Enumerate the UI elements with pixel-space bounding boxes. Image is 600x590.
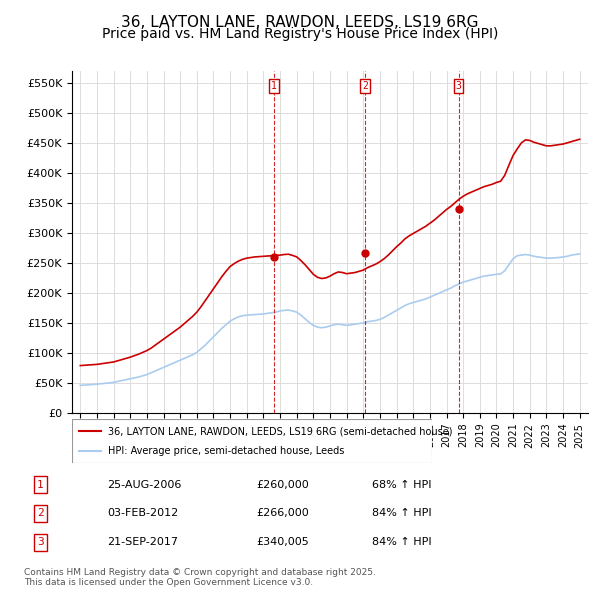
Text: 25-AUG-2006: 25-AUG-2006 [107,480,181,490]
Text: 68% ↑ HPI: 68% ↑ HPI [372,480,431,490]
Text: Price paid vs. HM Land Registry's House Price Index (HPI): Price paid vs. HM Land Registry's House … [102,27,498,41]
Text: Contains HM Land Registry data © Crown copyright and database right 2025.
This d: Contains HM Land Registry data © Crown c… [24,568,376,587]
Text: 1: 1 [271,81,277,91]
Text: 36, LAYTON LANE, RAWDON, LEEDS, LS19 6RG (semi-detached house): 36, LAYTON LANE, RAWDON, LEEDS, LS19 6RG… [108,427,452,436]
Text: 36, LAYTON LANE, RAWDON, LEEDS, LS19 6RG: 36, LAYTON LANE, RAWDON, LEEDS, LS19 6RG [121,15,479,30]
Text: 2: 2 [37,509,44,519]
Text: £340,005: £340,005 [256,537,308,548]
Text: 84% ↑ HPI: 84% ↑ HPI [372,537,431,548]
Text: 2: 2 [362,81,368,91]
Text: 03-FEB-2012: 03-FEB-2012 [107,509,178,519]
Text: £260,000: £260,000 [256,480,308,490]
Text: £266,000: £266,000 [256,509,308,519]
Text: 3: 3 [37,537,44,548]
Text: HPI: Average price, semi-detached house, Leeds: HPI: Average price, semi-detached house,… [108,446,344,455]
Text: 3: 3 [455,81,461,91]
Text: 21-SEP-2017: 21-SEP-2017 [107,537,178,548]
Text: 84% ↑ HPI: 84% ↑ HPI [372,509,431,519]
FancyBboxPatch shape [72,419,432,463]
Text: 1: 1 [37,480,44,490]
